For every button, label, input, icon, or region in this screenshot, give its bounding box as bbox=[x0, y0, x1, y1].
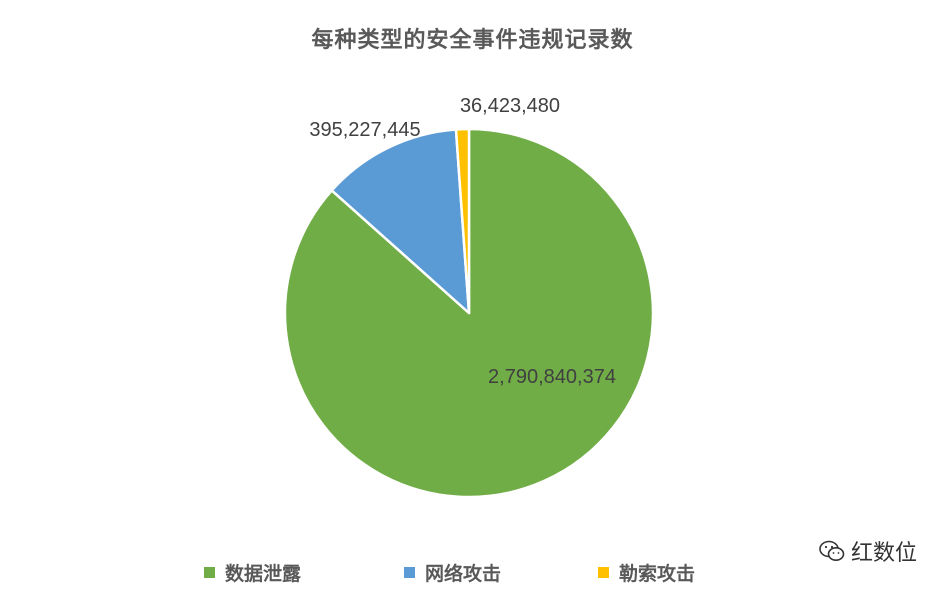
legend-item-cyber-attack: 网络攻击 bbox=[404, 559, 501, 586]
legend-label-data-leak: 数据泄露 bbox=[225, 559, 301, 586]
legend-label-cyber-attack: 网络攻击 bbox=[425, 559, 501, 586]
legend-swatch-cyber-attack bbox=[404, 567, 415, 578]
data-label-data-leak: 2,790,840,374 bbox=[488, 366, 616, 388]
data-label-cyber-attack: 395,227,445 bbox=[309, 119, 420, 141]
watermark-text: 红数位 bbox=[851, 535, 917, 567]
legend-item-ransomware: 勒索攻击 bbox=[598, 559, 695, 586]
legend-label-ransomware: 勒索攻击 bbox=[619, 559, 695, 586]
wechat-icon bbox=[819, 540, 845, 562]
watermark: 红数位 bbox=[819, 535, 917, 567]
legend-swatch-ransomware bbox=[598, 567, 609, 578]
legend-item-data-leak: 数据泄露 bbox=[204, 559, 301, 586]
legend-swatch-data-leak bbox=[204, 567, 215, 578]
data-label-ransomware: 36,423,480 bbox=[460, 95, 560, 117]
chart-legend: 数据泄露 网络攻击 勒索攻击 bbox=[0, 559, 945, 587]
